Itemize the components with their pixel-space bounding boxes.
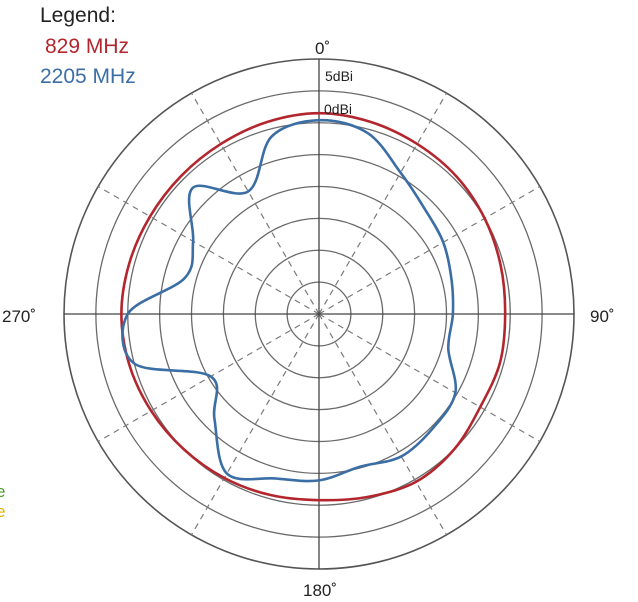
grid-spoke-dashed: [318, 185, 541, 315]
grid-spoke-dashed: [190, 313, 320, 536]
edge-fragment-yellow: e: [0, 502, 5, 521]
grid-spoke-dashed: [190, 92, 320, 315]
legend: Legend: 829 MHz 2205 MHz: [40, 4, 136, 88]
ring-label-5dbi: 5dBi: [325, 68, 353, 84]
grid-spoke-dashed: [97, 313, 320, 443]
series-line-2205-mhz: [121, 118, 458, 483]
legend-item-829mhz: 829 MHz: [45, 35, 129, 58]
legend-item-2205mhz: 2205 MHz: [40, 65, 136, 88]
legend-title: Legend:: [40, 4, 116, 27]
grid-spoke-dashed: [318, 92, 448, 315]
angle-label-90: 90˚: [590, 307, 615, 326]
grid-spoke-dashed: [318, 313, 541, 443]
angle-label-0: 0˚: [315, 39, 330, 58]
ring-label-0dbi: 0dBi: [324, 101, 352, 117]
edge-fragment-green: e: [0, 482, 5, 501]
series-line-829-mhz: [120, 111, 507, 502]
series-layer: [120, 111, 507, 502]
angle-label-270: 270˚: [2, 307, 36, 326]
grid-spoke-dashed: [318, 313, 448, 536]
polar-axes: [64, 59, 574, 569]
grid-spokes: [97, 92, 541, 536]
grid-spoke-dashed: [97, 185, 320, 315]
angle-label-180: 180˚: [303, 581, 337, 600]
